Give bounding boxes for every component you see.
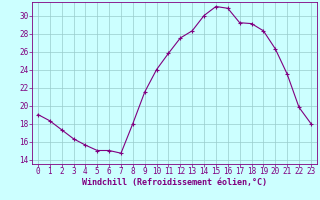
X-axis label: Windchill (Refroidissement éolien,°C): Windchill (Refroidissement éolien,°C): [82, 178, 267, 187]
